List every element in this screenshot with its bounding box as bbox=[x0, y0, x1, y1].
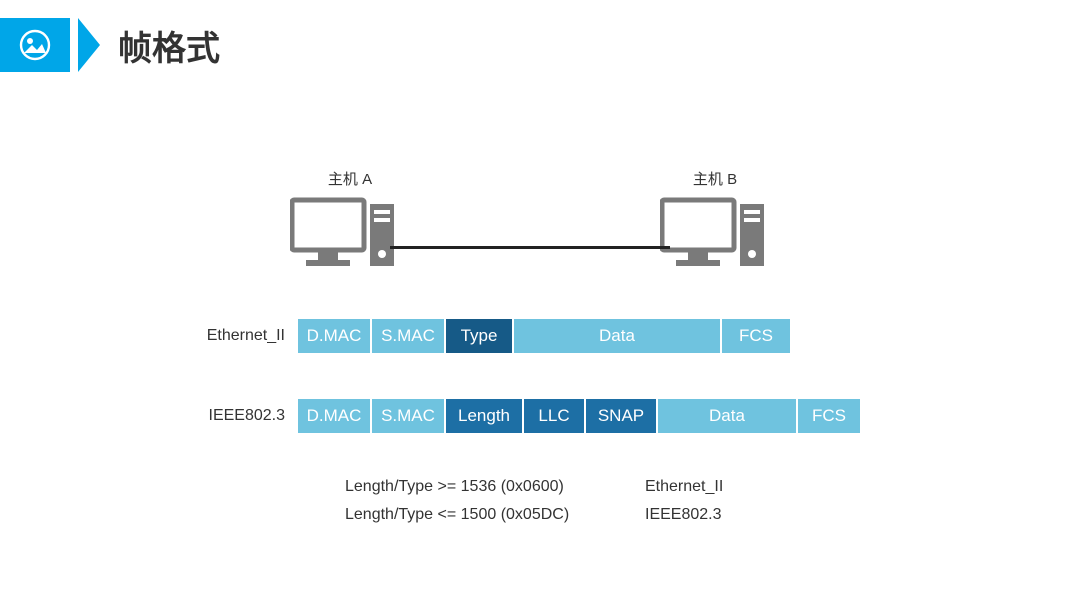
computer-a-icon bbox=[290, 194, 400, 284]
chevron-icon bbox=[78, 18, 100, 72]
note-right: Ethernet_II bbox=[645, 478, 795, 496]
ethernet2-row: Ethernet_II D.MACS.MACTypeDataFCS bbox=[175, 318, 935, 354]
frame-segment: SNAP bbox=[585, 398, 657, 434]
frame-segment: FCS bbox=[721, 318, 791, 354]
note-row: Length/Type <= 1500 (0x05DC) IEEE802.3 bbox=[345, 506, 935, 524]
host-a-label: 主机 A bbox=[310, 168, 390, 189]
frame-segment: Length bbox=[445, 398, 523, 434]
badge-icon bbox=[0, 18, 70, 72]
ieee8023-row: IEEE802.3 D.MACS.MACLengthLLCSNAPDataFCS bbox=[175, 398, 935, 434]
note-left: Length/Type >= 1536 (0x0600) bbox=[345, 478, 645, 496]
frame-segment: S.MAC bbox=[371, 318, 445, 354]
frame-segment: LLC bbox=[523, 398, 585, 434]
header: 帧格式 bbox=[0, 18, 1072, 72]
frame-segment: D.MAC bbox=[297, 318, 371, 354]
ethernet2-segments: D.MACS.MACTypeDataFCS bbox=[297, 318, 791, 354]
frame-formats: Ethernet_II D.MACS.MACTypeDataFCS IEEE80… bbox=[175, 318, 935, 534]
link-line bbox=[390, 246, 670, 249]
ethernet2-label: Ethernet_II bbox=[175, 327, 285, 345]
note-left: Length/Type <= 1500 (0x05DC) bbox=[345, 506, 645, 524]
page-title: 帧格式 bbox=[118, 21, 220, 70]
frame-segment: FCS bbox=[797, 398, 861, 434]
frame-segment: S.MAC bbox=[371, 398, 445, 434]
ieee8023-segments: D.MACS.MACLengthLLCSNAPDataFCS bbox=[297, 398, 861, 434]
note-right: IEEE802.3 bbox=[645, 506, 795, 524]
host-b-label: 主机 B bbox=[675, 168, 755, 189]
notes: Length/Type >= 1536 (0x0600) Ethernet_II… bbox=[345, 478, 935, 524]
computer-b-icon bbox=[660, 194, 770, 284]
frame-segment: Data bbox=[513, 318, 721, 354]
frame-segment: Data bbox=[657, 398, 797, 434]
ieee8023-label: IEEE802.3 bbox=[175, 407, 285, 425]
frame-segment: Type bbox=[445, 318, 513, 354]
note-row: Length/Type >= 1536 (0x0600) Ethernet_II bbox=[345, 478, 935, 496]
frame-segment: D.MAC bbox=[297, 398, 371, 434]
